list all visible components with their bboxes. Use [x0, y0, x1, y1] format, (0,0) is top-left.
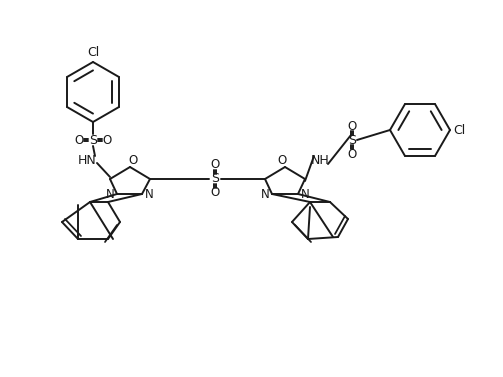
Text: N: N — [261, 187, 270, 201]
Text: NH: NH — [311, 153, 329, 167]
Text: O: O — [210, 158, 220, 172]
Text: O: O — [128, 153, 138, 167]
Text: N: N — [145, 187, 153, 201]
Text: O: O — [74, 133, 83, 147]
Text: O: O — [277, 153, 287, 167]
Text: S: S — [348, 133, 356, 147]
Text: Cl: Cl — [87, 46, 99, 60]
Text: S: S — [89, 133, 97, 147]
Text: O: O — [103, 133, 112, 147]
Text: Cl: Cl — [453, 124, 465, 136]
Text: O: O — [210, 187, 220, 199]
Text: S: S — [211, 173, 219, 185]
Text: HN: HN — [77, 153, 97, 167]
Text: N: N — [106, 187, 114, 201]
Text: O: O — [348, 147, 357, 161]
Text: O: O — [348, 120, 357, 132]
Text: N: N — [301, 187, 309, 201]
